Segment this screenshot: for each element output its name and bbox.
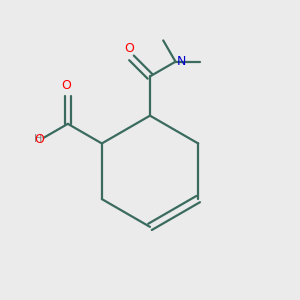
Text: H: H bbox=[34, 134, 42, 144]
Text: N: N bbox=[177, 55, 187, 68]
Text: O: O bbox=[61, 79, 71, 92]
Text: O: O bbox=[34, 133, 44, 146]
Text: O: O bbox=[124, 42, 134, 55]
